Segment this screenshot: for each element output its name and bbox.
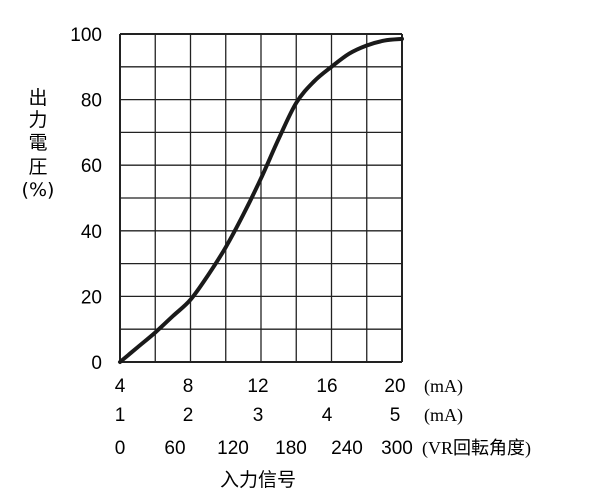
y-tick-label: 100 (70, 25, 102, 46)
y-axis-label-char: 出 (28, 87, 47, 109)
x-tick-label: 5 (390, 405, 401, 426)
series-line-output-voltage (118, 36, 404, 364)
x-tick-label: 2 (183, 405, 194, 426)
y-tick-label: 60 (81, 156, 102, 177)
y-axis-label-char: (%) (22, 179, 55, 201)
y-tick-labels: 0 20 40 60 80 100 (70, 25, 102, 374)
y-axis-label-char: 力 (28, 109, 47, 131)
x-axis-label: 入力信号 (220, 469, 296, 491)
x-tick-label: 1 (115, 405, 126, 426)
y-axis-label-char: 電 (28, 132, 47, 154)
x-axis-unit-label: (mA) (424, 405, 463, 426)
x-tick-label: 12 (247, 376, 268, 397)
grid (119, 33, 403, 363)
y-axis-label-char: 圧 (28, 156, 47, 178)
x-tick-label: 4 (322, 405, 333, 426)
x-tick-label: 16 (316, 376, 337, 397)
x-tick-label: 0 (115, 438, 126, 459)
x-tick-label: 8 (183, 376, 194, 397)
y-tick-label: 80 (81, 91, 102, 112)
x-tick-label: 300 (381, 438, 413, 459)
x-tick-label: 120 (217, 438, 249, 459)
x-axis-unit-label: (mA) (424, 376, 463, 397)
x-tick-label: 20 (384, 376, 405, 397)
x-tick-label: 3 (253, 405, 264, 426)
x-tick-label: 240 (331, 438, 363, 459)
x-tick-labels: 4 8 12 16 20 (mA)1 2 3 4 5 (mA)0 60 120 180 240 300 (VR回… (115, 376, 531, 459)
y-tick-label: 0 (91, 353, 102, 374)
y-tick-label: 20 (81, 287, 102, 308)
x-axis-unit-label: (VR回転角度) (422, 438, 531, 459)
x-tick-label: 4 (115, 376, 126, 397)
y-tick-label: 40 (81, 222, 102, 243)
x-tick-label: 180 (275, 438, 307, 459)
x-tick-label: 60 (164, 438, 185, 459)
